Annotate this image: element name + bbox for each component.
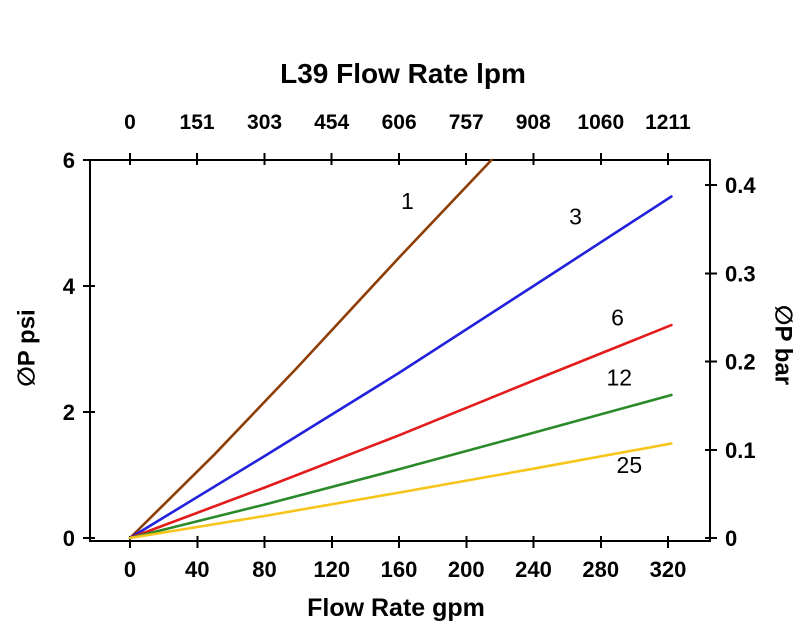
x-tick-label-top: 151: [180, 111, 215, 134]
series-label-1: 1: [401, 188, 414, 214]
x-tick-label-top: 606: [382, 111, 417, 134]
series-line-1: [128, 158, 493, 540]
y-tick-label-right: 0.1: [725, 438, 756, 463]
x-tick-label-bottom: 320: [650, 557, 687, 582]
y-tick-label-left: 6: [63, 148, 75, 173]
x-tick-label-top: 1060: [577, 111, 624, 134]
y-tick-label-left: 2: [63, 400, 75, 425]
y-tick-label-left: 0: [63, 526, 75, 551]
x-tick-label-bottom: 280: [582, 557, 619, 582]
x-tick-label-bottom: 80: [252, 557, 276, 582]
y-tick-label-right: 0: [725, 526, 737, 551]
series-label-25: 25: [617, 452, 643, 478]
x-tick-label-top: 303: [247, 111, 282, 134]
x-tick-label-top: 757: [449, 111, 484, 134]
chart-title: L39 Flow Rate lpm: [280, 58, 526, 89]
x-tick-label-top: 0: [124, 111, 136, 134]
series-line-25: [128, 442, 673, 540]
x-tick-label-bottom: 40: [185, 557, 209, 582]
x-tick-label-bottom: 240: [515, 557, 552, 582]
series-label-12: 12: [606, 364, 632, 390]
series-label-6: 6: [611, 305, 624, 331]
y-tick-label-left: 4: [63, 274, 76, 299]
x-tick-label-top: 908: [516, 111, 551, 134]
x-tick-label-bottom: 160: [381, 557, 418, 582]
series-line-6: [128, 323, 673, 540]
x-tick-label-bottom: 0: [124, 557, 136, 582]
y-tick-label-right: 0.3: [725, 261, 756, 286]
x-axis-label-bottom-gpm: Flow Rate gpm: [307, 594, 485, 622]
series-line-12: [128, 393, 673, 540]
x-tick-label-top: 1211: [645, 111, 691, 134]
series-label-3: 3: [569, 204, 582, 230]
series-line-3: [128, 195, 673, 540]
x-tick-label-top: 454: [314, 111, 349, 134]
y-tick-label-right: 0.4: [725, 173, 756, 198]
x-tick-label-bottom: 200: [448, 557, 485, 582]
x-tick-label-bottom: 120: [313, 557, 350, 582]
y-tick-label-right: 0.2: [725, 350, 756, 375]
